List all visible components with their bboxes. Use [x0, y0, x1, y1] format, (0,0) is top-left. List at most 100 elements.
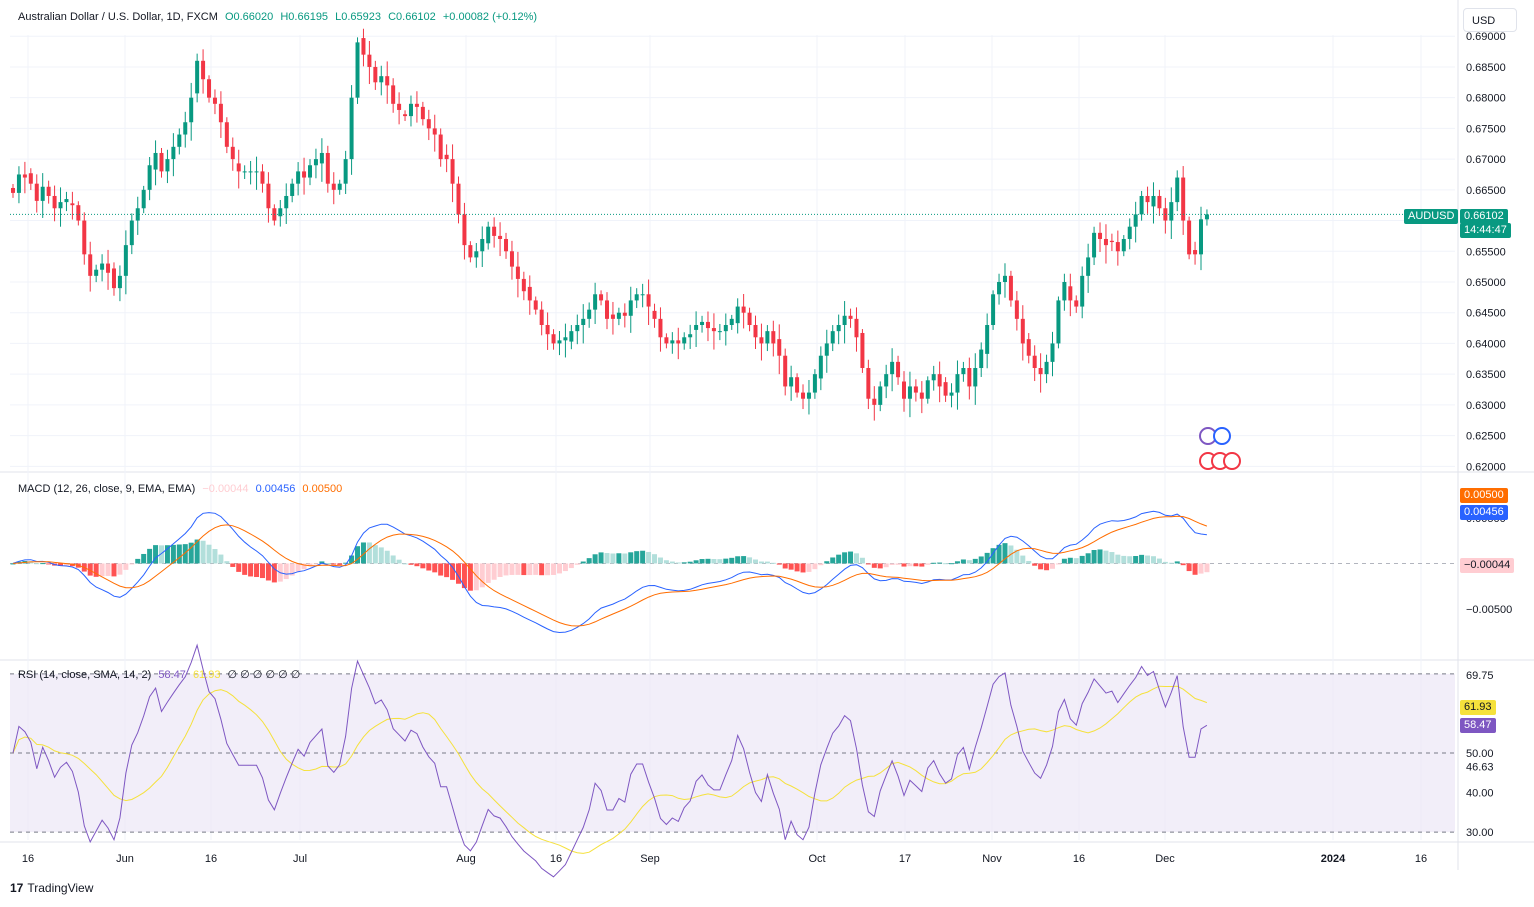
- candle-body: [40, 186, 45, 201]
- candle-body: [325, 152, 330, 184]
- macd-hist-bar: [788, 563, 794, 570]
- macd-hist-bar: [313, 563, 319, 565]
- macd-hist-bar: [735, 556, 741, 564]
- candle-body: [343, 159, 348, 184]
- macd-hist-bar: [1067, 557, 1073, 564]
- candle-body: [11, 187, 15, 193]
- candle-body: [420, 106, 425, 120]
- candle-body: [1181, 177, 1186, 221]
- macd-hist-bar: [663, 560, 669, 564]
- tradingview-logo[interactable]: 17 TradingView: [10, 881, 93, 895]
- candle-body: [189, 97, 194, 123]
- macd-hist-bar: [1204, 563, 1210, 573]
- candle-body: [379, 76, 384, 83]
- macd-hist-bar: [1026, 560, 1032, 564]
- ohlc-change: +0.00082 (+0.12%): [442, 11, 538, 23]
- legend-main: Australian Dollar / U.S. Dollar, 1D, FXC…: [18, 11, 541, 23]
- macd-hist-bar: [491, 563, 497, 580]
- macd-hist-bar: [568, 563, 574, 569]
- candle-body: [236, 163, 241, 172]
- candle-body: [1032, 355, 1037, 369]
- candle-body: [254, 171, 259, 173]
- symbol-label: AUDUSD: [1404, 209, 1459, 224]
- candle-body: [729, 318, 734, 325]
- macd-hist-bar: [34, 563, 40, 565]
- candle-body: [492, 226, 497, 236]
- macd-hist-bar: [236, 563, 242, 572]
- macd-signal-line: [12, 515, 1208, 627]
- macd-hist-bar: [444, 563, 450, 578]
- macd-hist-bar: [259, 563, 265, 579]
- macd-hist-bar: [889, 563, 895, 565]
- macd-y-tick: −0.00500: [1466, 604, 1512, 616]
- candle-body: [64, 199, 69, 203]
- candle-body: [605, 300, 609, 319]
- macd-hist-bar: [598, 552, 604, 564]
- event-icon: [1223, 452, 1241, 470]
- candle-body: [331, 183, 336, 190]
- macd-hist-bar: [1103, 550, 1109, 564]
- macd-hist-bar: [806, 563, 812, 572]
- candle-body: [973, 368, 978, 387]
- macd-hist-bar: [1109, 552, 1115, 564]
- candle-body: [902, 381, 906, 399]
- macd-hist-bar: [176, 544, 182, 564]
- macd-hist-bar: [907, 563, 913, 567]
- candle-body: [753, 325, 758, 338]
- macd-hist-bar: [954, 561, 960, 564]
- macd-hist-bar: [842, 552, 848, 564]
- candle-body: [1002, 275, 1007, 282]
- macd-hist-bar: [657, 557, 663, 564]
- axes: 0.69000 0.68500 0.68000 0.67500 0.67000 0.665…: [22, 31, 1512, 865]
- macd-hist-bar: [871, 563, 877, 568]
- candle-body: [533, 300, 538, 310]
- macd-hist-bar: [717, 559, 723, 564]
- macd-hist-bar: [919, 563, 925, 567]
- candle-body: [563, 337, 568, 341]
- candle-body: [82, 220, 87, 255]
- macd-hist-bar: [616, 553, 622, 564]
- macd-hist-bar: [129, 563, 135, 565]
- candle-body: [705, 321, 710, 329]
- candle-body: [450, 159, 455, 184]
- macd-line: [12, 510, 1207, 634]
- macd-hist-bar: [943, 563, 949, 565]
- macd-hist-bar: [1115, 554, 1121, 564]
- y-tick-label: 0.62500: [1466, 431, 1506, 443]
- candle-body: [403, 114, 408, 117]
- macd-hist-bar: [1073, 558, 1079, 564]
- macd-hist-bar: [265, 563, 271, 581]
- currency-button[interactable]: USD: [1463, 8, 1517, 32]
- macd-hist-bar: [360, 542, 366, 564]
- candle-body: [129, 220, 134, 246]
- symbol-title[interactable]: Australian Dollar / U.S. Dollar, 1D, FXC…: [18, 11, 218, 23]
- macd-hist-bar: [782, 563, 788, 569]
- candle-body: [771, 331, 776, 344]
- candle-body: [789, 377, 794, 387]
- rsi-title[interactable]: RSI (14, close, SMA, 14, 2): [18, 669, 152, 681]
- event-icon: [1213, 427, 1231, 445]
- y-tick-label: 0.68000: [1466, 93, 1506, 105]
- y-tick-label: 0.63500: [1466, 369, 1506, 381]
- candle-body: [628, 300, 633, 316]
- macd-hist-bar: [830, 557, 836, 564]
- macd-hist-bar: [366, 542, 372, 564]
- macd-hist-bar: [949, 563, 955, 565]
- x-tick-label: Jul: [293, 853, 307, 865]
- candle-body: [1175, 177, 1180, 203]
- macd-hist-bar: [1156, 558, 1162, 564]
- x-tick-label: Aug: [456, 853, 476, 865]
- candlestick-series: [10, 28, 1455, 470]
- rsi-pane: [10, 643, 1455, 878]
- candle-body: [462, 214, 467, 246]
- candle-body: [545, 325, 550, 335]
- macd-title[interactable]: MACD (12, 26, close, 9, EMA, EMA): [18, 483, 196, 495]
- last-price-label: 0.66102: [1460, 209, 1508, 224]
- candle-body: [1127, 226, 1132, 239]
- candle-body: [123, 245, 128, 276]
- macd-hist-value: −0.00044: [202, 483, 249, 495]
- macd-hist-bar: [1145, 555, 1151, 564]
- candle-body: [438, 134, 443, 160]
- macd-hist-bar: [159, 545, 164, 564]
